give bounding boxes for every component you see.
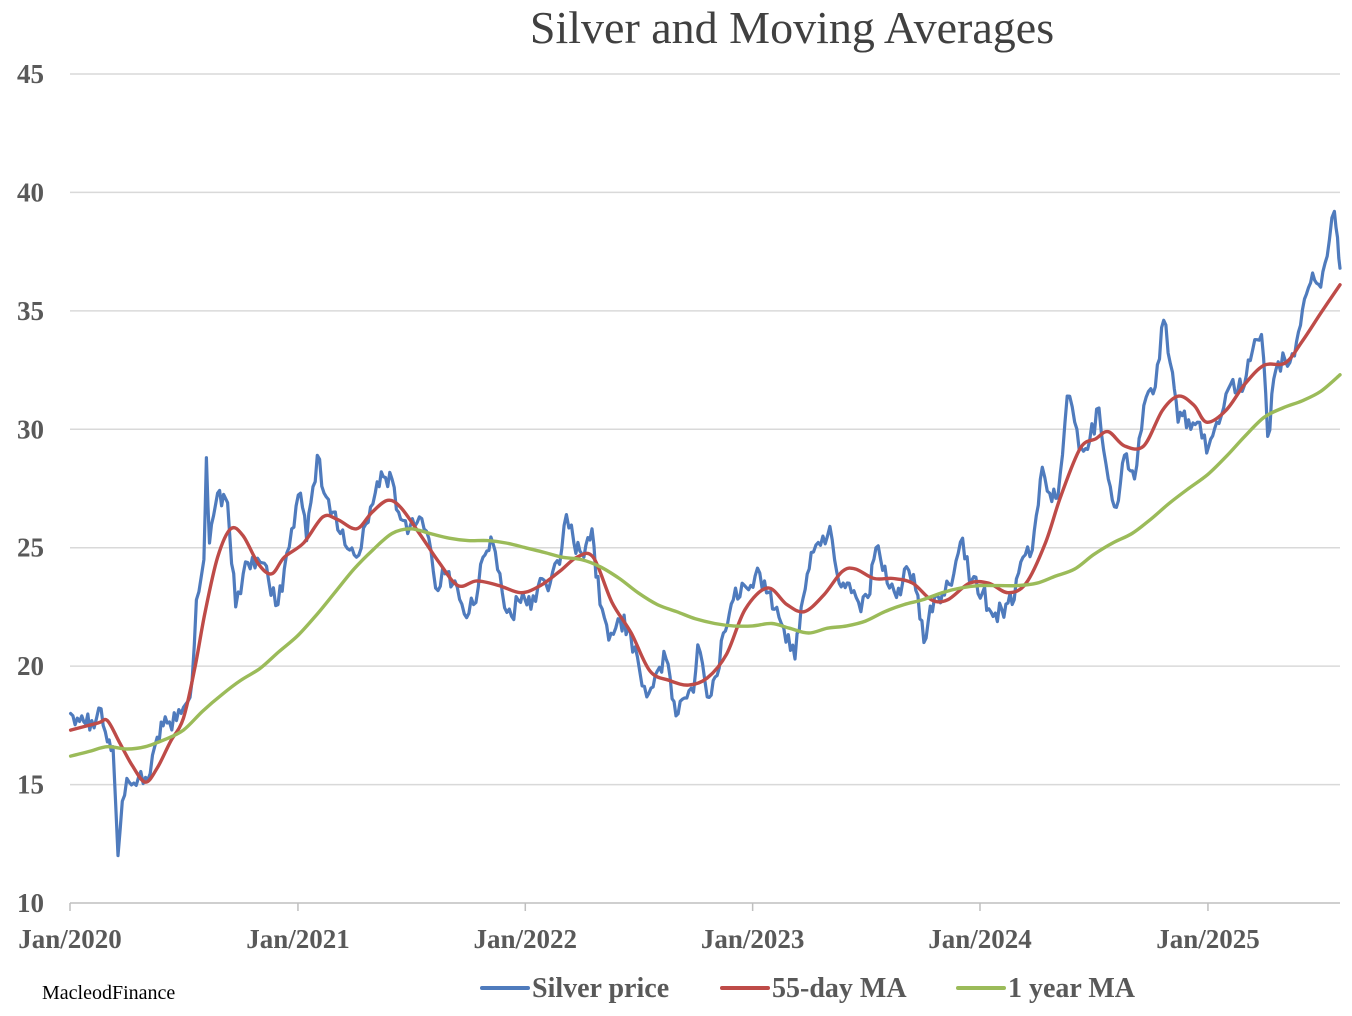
series-line-1-year-ma bbox=[68, 373, 1342, 758]
series-lines bbox=[68, 209, 1342, 858]
chart-title: Silver and Moving Averages bbox=[530, 2, 1054, 53]
x-tick-label: Jan/2021 bbox=[246, 924, 350, 954]
y-tick-label: 45 bbox=[17, 59, 44, 89]
y-tick-label: 15 bbox=[17, 770, 44, 800]
legend-label: 55-day MA bbox=[772, 973, 907, 1004]
series-line-55-day-ma bbox=[68, 283, 1342, 784]
x-tick-label: Jan/2024 bbox=[928, 924, 1032, 954]
legend-label: Silver price bbox=[532, 973, 669, 1004]
x-tick-label: Jan/2025 bbox=[1156, 924, 1260, 954]
y-tick-label: 30 bbox=[17, 414, 44, 444]
gridlines bbox=[70, 73, 1340, 786]
x-tick-label: Jan/2023 bbox=[701, 924, 805, 954]
axes: 10 15 20 25 30 35 40 45 Jan/2020 Jan/2021 Jan/2022… bbox=[17, 59, 1340, 954]
y-tick-label: 25 bbox=[17, 533, 44, 563]
chart-credit: MacleodFinance bbox=[42, 982, 175, 1004]
x-tick-label: Jan/2022 bbox=[474, 924, 578, 954]
x-tick-label: Jan/2020 bbox=[18, 924, 122, 954]
legend-label: 1 year MA bbox=[1008, 973, 1136, 1004]
series-line-silver-price bbox=[69, 209, 1342, 858]
y-tick-label: 10 bbox=[17, 888, 44, 918]
y-tick-label: 20 bbox=[17, 651, 44, 681]
y-tick-label: 35 bbox=[17, 296, 44, 326]
legend: Silver price 55-day MA 1 year MA bbox=[480, 973, 1136, 1004]
y-tick-label: 40 bbox=[17, 177, 44, 207]
